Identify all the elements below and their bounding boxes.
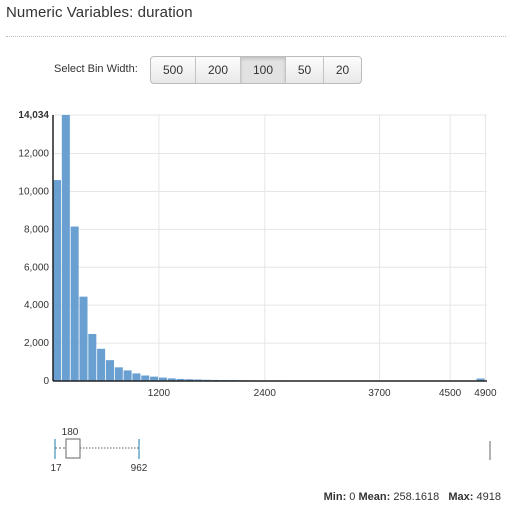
histogram-bar[interactable] (97, 348, 106, 381)
y-tick-label: 8,000 (24, 224, 49, 235)
histogram-bar[interactable] (167, 378, 176, 381)
histogram-bar[interactable] (141, 375, 150, 381)
boxplot-box (65, 438, 81, 459)
y-tick-label: 12,000 (18, 149, 49, 160)
histogram-bar[interactable] (79, 296, 88, 381)
boxplot-q1-label: 180 (62, 427, 79, 438)
x-tick-label: 1200 (148, 388, 171, 399)
y-tick-label: 4,000 (24, 300, 49, 311)
bin-width-button-500[interactable]: 500 (151, 57, 196, 83)
stat-min-value: 0 (349, 491, 356, 503)
x-tick-label: 3700 (368, 388, 391, 399)
boxplot-whisker-low-label: 17 (50, 463, 62, 474)
histogram-bar[interactable] (123, 370, 132, 381)
bin-width-button-20[interactable]: 20 (335, 63, 350, 77)
histogram-bar[interactable] (114, 367, 123, 381)
stat-min-label: Min: (323, 491, 347, 503)
x-tick-label: 4500 (439, 388, 462, 399)
histogram-chart: 0 2,000 4,000 6,000 8,000 10,000 12,000 14,034 1… (18, 110, 497, 399)
histogram-bar[interactable] (176, 378, 185, 381)
y-tick-label: 14,034 (18, 110, 49, 121)
stat-mean-value: 258.1618 (393, 491, 440, 503)
histogram-bar[interactable] (194, 379, 203, 381)
bin-width-button-50[interactable]: 50 (286, 57, 324, 83)
x-tick-label: 2400 (254, 388, 277, 399)
histogram-bar[interactable] (105, 360, 114, 381)
stat-max-value: 4918 (476, 491, 501, 503)
histogram-bar[interactable] (53, 180, 62, 381)
histogram-bar[interactable] (185, 379, 194, 381)
boxplot-chart: 180 17 962 (50, 427, 491, 474)
histogram-bar[interactable] (132, 373, 141, 381)
page-title: Numeric Variables: duration (6, 4, 193, 21)
y-tick-label: 6,000 (24, 262, 49, 273)
summary-stats: Min: 0 Mean: 258.1618 Max: 4918 (324, 491, 501, 503)
histogram-bar[interactable] (70, 226, 79, 381)
histogram-bar[interactable] (150, 376, 159, 381)
stat-max-label: Max: (448, 491, 474, 503)
bin-width-button-200[interactable]: 200 (196, 57, 241, 83)
histogram-bar[interactable] (88, 333, 97, 381)
histogram-bar[interactable] (158, 377, 167, 381)
y-tick-label: 0 (43, 376, 49, 387)
y-tick-label: 2,000 (24, 338, 49, 349)
stat-mean-label: Mean: (358, 491, 391, 503)
y-tick-label: 10,000 (18, 186, 49, 197)
boxplot-whisker-high-label: 962 (131, 463, 148, 474)
histogram-bar[interactable] (61, 115, 70, 381)
bin-width-button-100[interactable]: 100 (241, 57, 286, 83)
bin-width-label: Select Bin Width: (54, 63, 138, 75)
histogram-bar[interactable] (476, 378, 485, 381)
x-tick-label: 4900 (474, 388, 497, 399)
title-divider (6, 36, 506, 37)
bin-width-button-group: 500 200 100 50 20 (150, 56, 362, 84)
